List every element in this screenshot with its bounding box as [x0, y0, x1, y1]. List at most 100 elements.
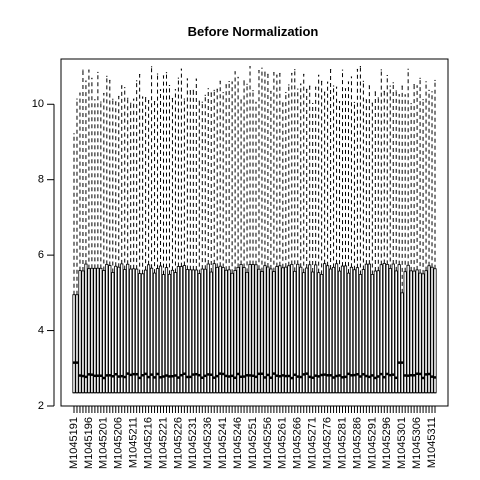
box-M1045231 — [191, 89, 195, 394]
box-M1045200 — [99, 101, 103, 394]
box-M1045225 — [173, 89, 178, 394]
box-M1045217 — [149, 66, 154, 394]
box-M1045219 — [155, 73, 160, 394]
box-body — [164, 267, 169, 394]
box-M1045297 — [388, 85, 392, 394]
box-M1045193 — [78, 92, 82, 394]
x-tick-label: M1045251 — [247, 417, 259, 469]
box-body — [188, 269, 192, 394]
box-M1045308 — [421, 99, 425, 394]
box-M1045199 — [96, 71, 100, 394]
box-M1045229 — [185, 78, 189, 394]
box-M1045247 — [239, 99, 243, 394]
x-tick-label: M1045311 — [426, 417, 438, 468]
box-M1045242 — [224, 84, 228, 394]
box-M1045285 — [352, 101, 357, 394]
box-body — [179, 266, 183, 394]
x-axis: M1045191 M1045196 M1045201 M1045206 M1045211… — [68, 405, 438, 469]
x-tick-label: M1045306 — [411, 417, 423, 469]
box-M1045222 — [164, 72, 169, 394]
box-M1045253 — [257, 70, 261, 394]
box-M1045295 — [382, 90, 386, 394]
box-body — [382, 263, 386, 394]
box-M1045310 — [427, 89, 431, 394]
box-M1045305 — [412, 84, 416, 394]
box-M1045259 — [275, 74, 279, 394]
box-M1045250 — [248, 66, 252, 394]
box-M1045234 — [200, 101, 204, 394]
box-body — [167, 273, 172, 394]
box-M1045245 — [233, 71, 237, 394]
box-M1045284 — [349, 76, 354, 394]
box-body — [340, 265, 345, 394]
box-M1045266 — [296, 88, 300, 394]
box-M1045214 — [141, 96, 145, 394]
box-body — [96, 267, 100, 394]
box-M1045267 — [299, 83, 303, 394]
box-body — [376, 270, 380, 394]
box-body — [170, 269, 175, 394]
box-M1045281 — [340, 69, 345, 394]
box-M1045215 — [144, 97, 148, 394]
box-M1045226 — [176, 77, 181, 394]
box-M1045237 — [209, 92, 213, 394]
box-M1045254 — [260, 67, 264, 394]
box-body — [227, 269, 231, 394]
box-body — [433, 268, 437, 394]
box-body — [400, 292, 404, 394]
chart-title: Before Normalization — [188, 24, 319, 39]
box-M1045274 — [320, 80, 324, 394]
box-M1045246 — [236, 76, 240, 394]
box-M1045230 — [188, 90, 192, 394]
box-M1045233 — [197, 100, 201, 394]
boxes-layer — [72, 66, 437, 394]
box-M1045206 — [117, 95, 121, 394]
box-body — [311, 271, 315, 394]
box-body — [123, 269, 127, 394]
box-M1045204 — [111, 98, 115, 394]
box-body — [248, 264, 252, 394]
box-body — [146, 264, 151, 394]
box-M1045196 — [87, 69, 91, 394]
box-M1045278 — [331, 85, 336, 394]
box-M1045262 — [284, 92, 288, 394]
box-body — [176, 266, 181, 394]
box-M1045269 — [305, 88, 309, 394]
box-M1045260 — [278, 72, 282, 394]
box-M1045239 — [215, 88, 219, 394]
x-tick-label: M1045211 — [128, 417, 140, 468]
box-M1045292 — [373, 91, 377, 394]
box-M1045279 — [334, 86, 339, 394]
box-M1045299 — [394, 90, 398, 394]
box-M1045194 — [81, 69, 85, 394]
box-M1045270 — [308, 85, 312, 394]
box-body — [105, 263, 109, 394]
box-M1045213 — [138, 73, 142, 394]
box-body — [275, 266, 279, 394]
x-tick-label: M1045266 — [292, 417, 304, 469]
box-body — [200, 268, 204, 394]
box-M1045275 — [323, 91, 327, 394]
y-tick-label: 10 — [32, 98, 44, 110]
box-M1045205 — [114, 101, 118, 394]
x-tick-label: M1045271 — [307, 417, 319, 469]
box-M1045255 — [263, 71, 267, 394]
x-tick-label: M1045261 — [277, 417, 289, 469]
y-tick-label: 6 — [38, 249, 44, 261]
box-M1045307 — [418, 77, 422, 394]
box-M1045311 — [430, 91, 434, 394]
box-M1045271 — [311, 102, 315, 394]
box-M1045288 — [361, 80, 365, 394]
box-M1045302 — [403, 94, 407, 394]
box-M1045277 — [328, 69, 333, 394]
box-body — [93, 267, 97, 394]
box-body — [308, 264, 312, 394]
box-body — [138, 273, 142, 394]
box-body — [394, 270, 398, 394]
box-M1045203 — [108, 79, 112, 394]
box-M1045309 — [424, 81, 428, 394]
box-body — [296, 263, 300, 394]
box-M1045241 — [221, 92, 225, 394]
box-body — [397, 264, 401, 394]
box-M1045192 — [75, 98, 79, 394]
